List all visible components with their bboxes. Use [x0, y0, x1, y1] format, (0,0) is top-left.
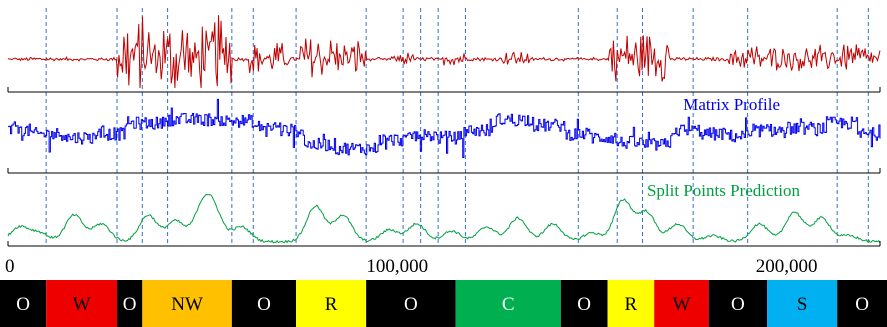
segment-block	[767, 280, 838, 327]
segment-label: O	[577, 294, 591, 315]
segment-block	[366, 280, 456, 327]
segment-block	[607, 280, 655, 327]
segment-label: S	[797, 294, 808, 315]
x-tick-label: 200,000	[756, 256, 818, 277]
segment-label-bar: O W O NW O R O C O R W O S O	[0, 280, 887, 327]
signal-panel	[7, 15, 881, 93]
segment-block	[837, 280, 887, 327]
matrix-profile-label: Matrix Profile	[683, 95, 780, 114]
segment-block	[296, 280, 367, 327]
segment-block	[654, 280, 709, 327]
split-points-prediction-series-line	[7, 193, 881, 244]
segment-block	[231, 280, 297, 327]
x-tick-label: 0	[5, 256, 15, 277]
segment-label: O	[16, 294, 30, 315]
segment-block	[46, 280, 117, 327]
x-tick-label: 100,000	[366, 256, 428, 277]
segment-label: W	[73, 294, 91, 315]
segment-block	[560, 280, 608, 327]
segment-label: O	[404, 294, 418, 315]
segment-label: O	[123, 294, 137, 315]
segment-label: NW	[171, 294, 203, 315]
segment-block	[455, 280, 561, 327]
segment-label: C	[502, 294, 515, 315]
segment-block	[0, 280, 47, 327]
segment-label: R	[325, 294, 338, 315]
x-axis: 0 100,000 200,000	[5, 256, 817, 277]
matrix-profile-series-line	[8, 98, 881, 158]
segment-label: O	[257, 294, 271, 315]
segment-block	[142, 280, 232, 327]
segment-label: O	[855, 294, 869, 315]
segment-label: R	[625, 294, 638, 315]
signal-series-line	[7, 15, 881, 89]
segment-block	[708, 280, 768, 327]
segment-label: O	[731, 294, 745, 315]
segment-block	[117, 280, 143, 327]
split-points-prediction-panel: Split Points Prediction	[7, 181, 881, 247]
split-points-prediction-label: Split Points Prediction	[647, 181, 801, 200]
segment-label: W	[672, 294, 690, 315]
matrix-profile-panel: Matrix Profile	[7, 95, 881, 174]
